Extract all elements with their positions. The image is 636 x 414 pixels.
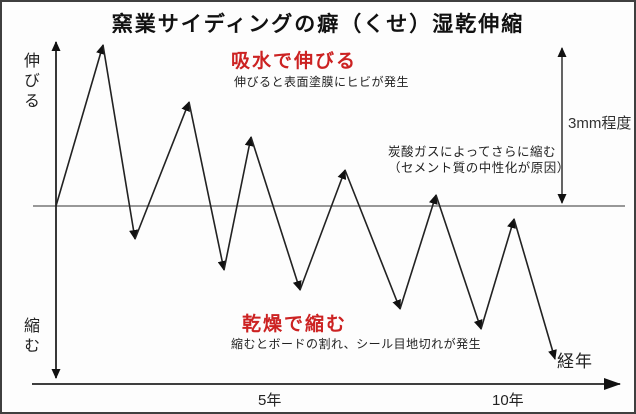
x-tick-10y: 10年 <box>492 392 524 409</box>
page-title: 窯業サイディングの癖（くせ）湿乾伸縮 <box>111 13 525 36</box>
expand-heading: 吸水で伸びる <box>231 51 358 72</box>
x-tick-5y: 5年 <box>258 392 282 409</box>
y-axis-label-shrink: 縮む <box>21 317 38 357</box>
chart-lines <box>32 41 625 390</box>
shrink-heading: 乾燥で縮む <box>242 314 348 335</box>
x-axis-label: 経年 <box>557 352 593 371</box>
carbonation-note: 炭酸ガスによってさらに縮む （セメント質の中性化が原因） <box>388 144 570 176</box>
expand-detail: 伸びると表面塗膜にヒビが発生 <box>234 75 410 89</box>
carbonation-note-line2: （セメント質の中性化が原因） <box>388 161 570 175</box>
y-axis-label-expand: 伸びる <box>21 52 38 112</box>
amplitude-label: 3mm程度 <box>568 115 632 132</box>
shrink-detail: 縮むとボードの割れ、シール目地切れが発生 <box>231 337 482 351</box>
carbonation-note-line1: 炭酸ガスによってさらに縮む <box>388 145 557 159</box>
